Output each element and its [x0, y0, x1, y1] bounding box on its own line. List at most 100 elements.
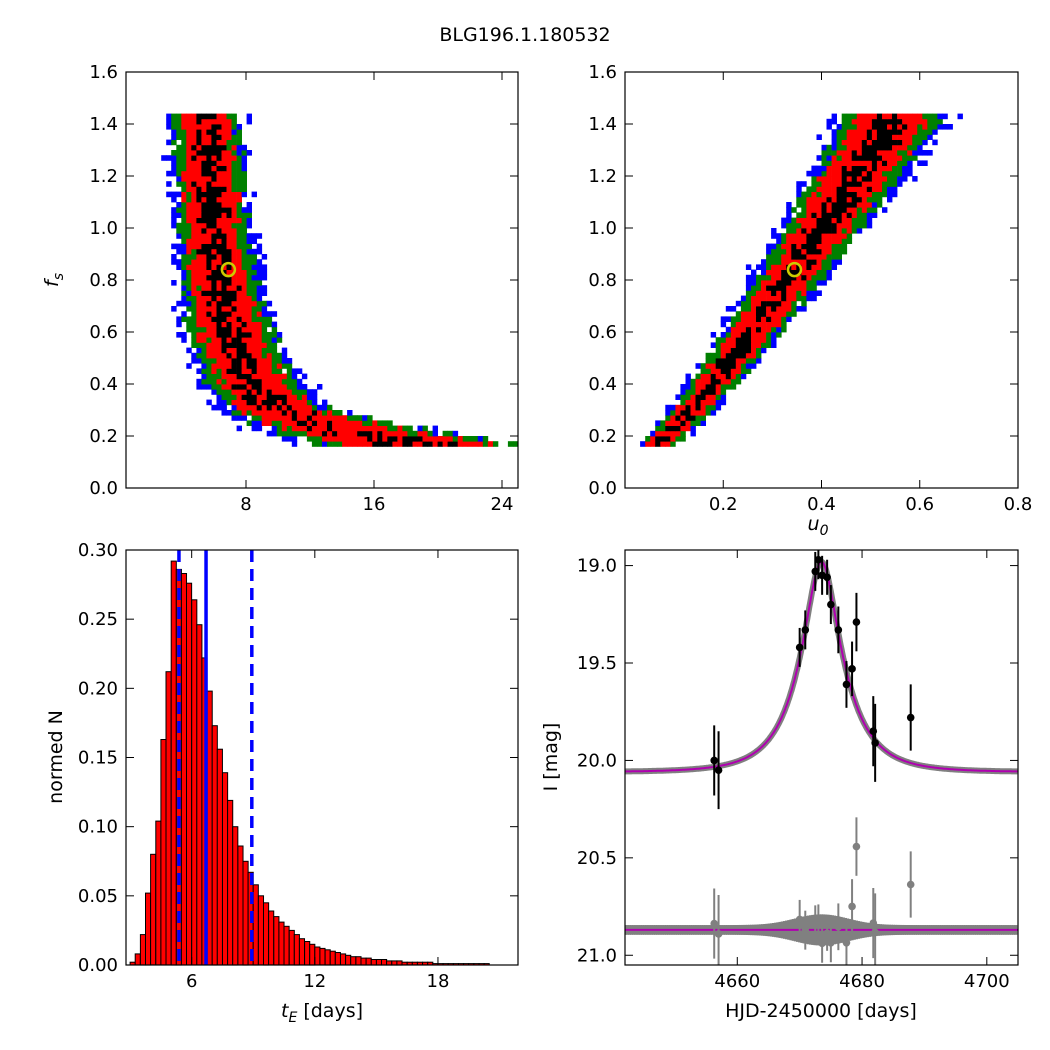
heatmap-cell [236, 384, 242, 390]
heatmap-cell [831, 170, 837, 177]
heatmap-cell [796, 202, 802, 208]
heatmap-cell [186, 347, 192, 354]
heatmap-cell [196, 196, 202, 203]
heatmap-cell [186, 196, 192, 203]
heatmap-cell [846, 238, 853, 244]
heatmap-cell [876, 176, 883, 182]
heatmap-cell [241, 228, 247, 234]
heatmap-cell [866, 186, 873, 192]
heatmap-cell [457, 436, 464, 442]
heatmap-cell [206, 326, 212, 333]
heatmap-cell [745, 285, 752, 291]
y-tick-label: 1.0 [89, 218, 118, 239]
heatmap-cell [216, 280, 222, 286]
heatmap-cell [871, 212, 878, 218]
heatmap-cell [735, 321, 742, 328]
heatmap-cell [206, 254, 212, 260]
heatmap-cell [856, 129, 863, 135]
histogram-bar [324, 949, 331, 966]
heatmap-cell [171, 118, 177, 125]
heatmap-cell [357, 430, 363, 437]
heatmap-cell [221, 124, 227, 130]
heatmap-cell [841, 212, 848, 218]
histogram-bar [180, 573, 188, 966]
heatmap-cell [912, 155, 918, 161]
heatmap-cell [276, 389, 283, 395]
heatmap-cell [851, 124, 858, 130]
heatmap-cell [206, 290, 212, 296]
heatmap-cell [882, 186, 888, 192]
heatmap-cell [392, 430, 398, 437]
heatmap-cell [236, 186, 242, 192]
heatmap-cell [776, 316, 782, 322]
heatmap-cell [256, 394, 263, 400]
heatmap-cell [226, 150, 232, 156]
heatmap-cell [236, 170, 242, 177]
heatmap-cell [831, 144, 837, 151]
heatmap-cell [332, 410, 338, 416]
heatmap-cell [937, 124, 943, 130]
heatmap-cell [442, 430, 448, 437]
heatmap-cell [917, 118, 923, 125]
heatmap-cell [442, 441, 448, 447]
heatmap-cell [226, 337, 232, 343]
heatmap-cell [221, 170, 227, 177]
heatmap-cell [231, 155, 237, 161]
heatmap-cell [332, 415, 338, 421]
heatmap-cell [256, 415, 263, 421]
heatmap-cell [887, 113, 893, 120]
heatmap-cell [831, 196, 837, 203]
heatmap-cell [231, 191, 237, 198]
heatmap-cell [201, 113, 207, 120]
heatmap-cell [231, 342, 237, 348]
heatmap-cell [685, 404, 691, 411]
heatmap-cell [211, 316, 217, 322]
heatmap-cell [286, 363, 293, 369]
heatmap-cell [322, 441, 328, 447]
heatmap-cell [846, 212, 853, 218]
heatmap-cell [236, 248, 242, 255]
heatmap-cell [816, 269, 822, 276]
heatmap-cell [720, 342, 727, 348]
heatmap-cell [206, 113, 212, 120]
heatmap-cell [851, 181, 858, 187]
heatmap-cell [231, 129, 237, 135]
heatmap-cell [196, 191, 202, 198]
heatmap-cell [866, 134, 873, 140]
heatmap-cell [241, 254, 247, 260]
heatmap-cell [826, 191, 832, 198]
heatmap-cell [256, 311, 263, 317]
heatmap-cell [836, 150, 842, 156]
heatmap-cell [186, 248, 192, 255]
heatmap-cell [191, 150, 197, 156]
light-curve-plot [625, 550, 1018, 965]
residual-point [710, 919, 719, 928]
heatmap-cell [176, 332, 182, 338]
heatmap-cell [922, 129, 928, 135]
heatmap-cell [241, 332, 247, 338]
histogram-bar [211, 725, 218, 966]
heatmap-cell [856, 217, 863, 224]
heatmap-cell [887, 139, 893, 146]
heatmap-cell [751, 337, 757, 343]
heatmap-cell [317, 415, 323, 421]
heatmap-cell [917, 150, 923, 156]
heatmap-cell [216, 243, 222, 250]
heatmap-cell [231, 326, 237, 333]
heatmap-cell [740, 352, 747, 359]
heatmap-cell [397, 425, 403, 432]
heatmap-cell [786, 274, 792, 281]
heatmap-cell [266, 300, 273, 307]
heatmap-cell [196, 384, 202, 390]
heatmap-cell [776, 243, 782, 250]
heatmap-cell [271, 425, 278, 432]
heatmap-cell [766, 243, 772, 250]
heatmap-cell [831, 207, 837, 213]
heatmap-cell [786, 311, 792, 317]
heatmap-cell [216, 113, 222, 120]
heatmap-cell [176, 124, 182, 130]
heatmap-cell [286, 384, 293, 390]
histogram-bar [227, 799, 234, 966]
heatmap-cell [766, 280, 772, 286]
